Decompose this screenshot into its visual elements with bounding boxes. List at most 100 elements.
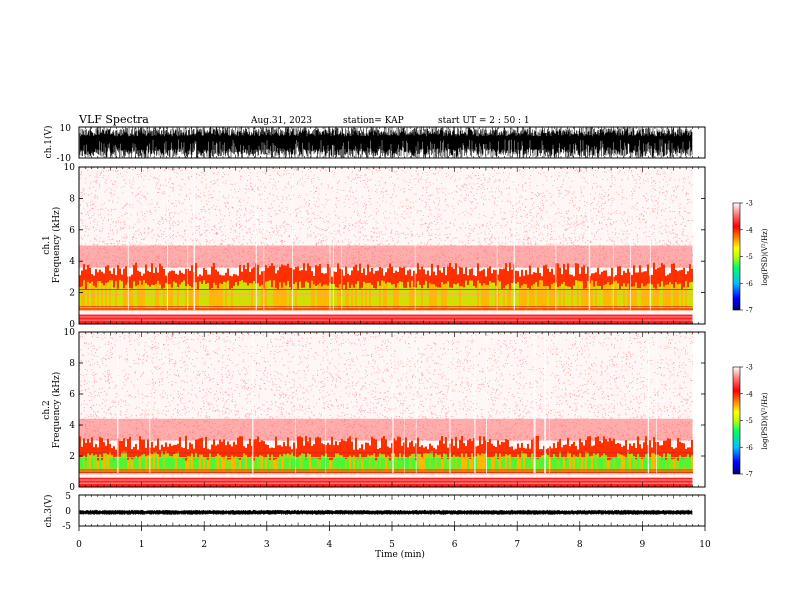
spectrogram-green-strip [133,457,135,469]
spectrogram-core-strip [187,284,189,309]
spectrogram-core-strip [473,286,475,309]
spectrogram-band-strip [535,436,537,473]
spectrogram-band-strip [213,439,215,474]
spectrogram-green-strip [501,457,503,469]
spectrogram-core-strip [289,287,291,309]
spectrogram-core-strip [545,286,547,309]
spectrogram-core-strip [531,285,533,309]
spectrogram-core-strip [171,287,173,309]
panel-frame-tick-marks [78,127,706,526]
spectrogram-band-strip [405,437,407,474]
spectrogram-green-strip [637,457,639,469]
spectrogram-band-strip [179,437,181,473]
spectrogram-core-strip [135,286,137,309]
spectrogram-core-strip [543,286,545,309]
spectrogram-core-strip [627,283,629,309]
spectrogram-core-strip [655,288,657,309]
spectrogram-core-strip [243,282,245,309]
spectrogram-core-strip [593,286,595,309]
spectrogram-green-strip [631,457,633,469]
spectrogram-core-strip [261,455,263,472]
spectrogram-core-strip [395,287,397,309]
spectrogram-core-strip [631,286,633,309]
spectrogram-mid-band [79,418,693,441]
spectrogram-green-strip [367,457,369,469]
spectrogram-green-strip [507,457,509,469]
spectrogram-core-strip [463,287,465,309]
spectrogram-band-strip [467,440,469,474]
spectrogram-core-strip [181,282,183,309]
spectrogram-core-strip [437,287,439,309]
spectrogram-band-strip [237,437,239,474]
spectrogram-band-strip [589,436,591,474]
spectrogram-core-strip [385,457,387,472]
spectrogram-green-strip [617,457,619,469]
spectrogram-band-strip [257,436,259,474]
spectrogram-core-strip [451,456,453,472]
spectrogram-green-strip [411,457,413,469]
spectrogram-green-strip [79,457,81,469]
spectrogram-core-strip [133,281,135,309]
spectrogram-core-strip [645,285,647,309]
spectrogram-band-strip [319,437,321,473]
spectrogram-core-strip [223,458,225,472]
ch2-spectrogram-ylabel-freq: Frequency (kHz) [51,372,62,449]
spectrogram-core-strip [475,287,477,309]
spectrogram-band-strip [229,444,231,474]
spectrogram-core-strip [423,453,425,472]
spectrogram-core-strip [363,281,365,309]
spectrogram-core-strip [383,281,385,309]
spectrogram-green-strip [515,457,517,469]
spectrogram-core-strip [229,289,231,309]
spectrogram-core-strip [447,459,449,472]
spectrogram-core-strip [165,283,167,309]
spectrogram-core-strip [393,284,395,309]
spectrogram-green-strip [243,457,245,469]
spectrogram-core-strip [271,454,273,472]
spectrogram-core-strip [523,283,525,309]
spectrogram-ytick-label: 8 [69,194,75,204]
spectrogram-core-strip [239,459,241,472]
figure-title: VLF Spectra [78,113,149,126]
spectrogram-core-strip [499,281,501,309]
spectrogram-core-strip [535,281,537,309]
spectrogram-core-strip [153,452,155,472]
spectrogram-core-strip [471,452,473,472]
spectrogram-core-strip [577,457,579,472]
spectrogram-green-strip [321,457,323,469]
ch3-waveform-ylabel: ch.3(V) [43,495,54,528]
spectrogram-band-strip [649,440,651,474]
spectrogram-core-strip [519,287,521,309]
spectrogram-core-strip [195,282,197,309]
spectrogram-green-strip [173,457,175,469]
spectrogram-core-strip [349,455,351,472]
spectrogram-green-strip [445,457,447,469]
spectrogram-core-strip [141,284,143,309]
spectrogram-core-strip [663,286,665,309]
spectrogram-core-strip [349,288,351,309]
spectrogram-green-strip [125,457,127,469]
spectrogram-core-strip [87,281,89,309]
spectrogram-green-strip [391,457,393,469]
spectrogram-core-strip [401,282,403,309]
spectrogram-green-strip [333,457,335,469]
spectrogram-core-strip [231,455,233,472]
spectrogram-green-strip [311,457,313,469]
spectrogram-core-strip [665,284,667,309]
ch1-colorbar-ticks: -3 -4 -5 -6 -7 [740,200,753,315]
spectrogram-core-strip [153,285,155,309]
spectrogram-core-strip [673,458,675,472]
spectrogram-core-strip [191,287,193,309]
spectrogram-core-strip [97,281,99,309]
spectrogram-core-strip [139,456,141,472]
spectrogram-core-strip [327,285,329,309]
spectrogram-core-strip [677,460,679,472]
spectrogram-core-strip [491,282,493,309]
spectrogram-core-strip [685,281,687,309]
spectrogram-core-strip [499,453,501,472]
spectrogram-core-strip [117,288,119,309]
spectrogram-band-strip [197,439,199,474]
spectrogram-core-strip [337,287,339,309]
spectrogram-green-strip [405,457,407,469]
